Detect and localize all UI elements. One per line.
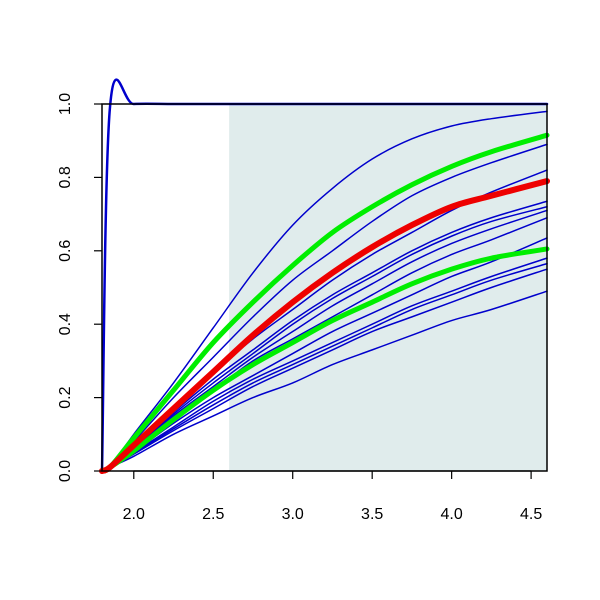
x-tick-label: 4.0 <box>441 506 463 523</box>
shaded-region <box>229 104 547 471</box>
y-tick-label: 1.0 <box>57 93 74 115</box>
x-tick-label: 2.5 <box>202 506 224 523</box>
x-tick-label: 3.5 <box>361 506 383 523</box>
series-line-14 <box>99 132 550 474</box>
y-axis: 0.0 0.2 0.4 0.6 0.8 1.0 <box>57 93 102 482</box>
series-layer <box>99 78 550 474</box>
y-tick-label: 0.2 <box>57 386 74 408</box>
series-line-12 <box>101 268 548 472</box>
x-tick-label: 2.0 <box>123 506 145 523</box>
y-tick-label: 0.8 <box>57 166 74 188</box>
y-tick-label: 0.0 <box>57 460 74 482</box>
y-tick-label: 0.4 <box>57 313 74 335</box>
series-line-15 <box>99 246 550 474</box>
series-line-16 <box>99 178 550 474</box>
x-axis: 2.0 2.5 3.0 3.5 4.0 4.5 <box>123 470 542 523</box>
y-tick-label: 0.6 <box>57 240 74 262</box>
x-tick-label: 3.0 <box>282 506 304 523</box>
x-tick-label: 4.5 <box>520 506 542 523</box>
series-line-13 <box>101 290 548 472</box>
